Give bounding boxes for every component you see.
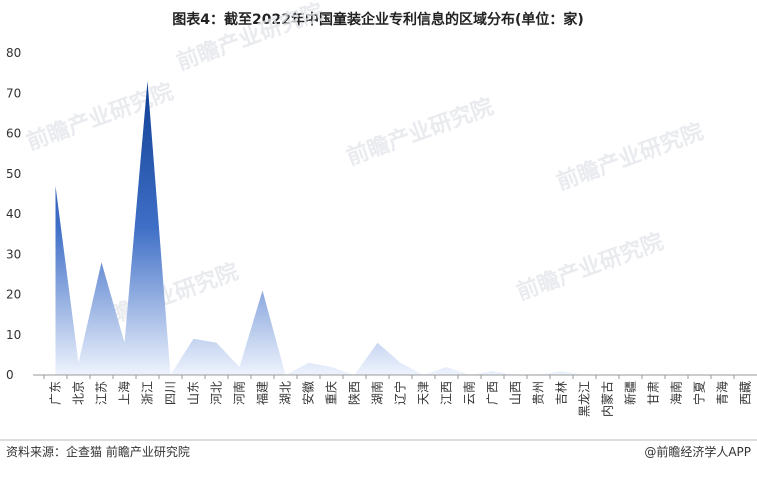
y-tick-label: 0 xyxy=(6,368,14,382)
x-tick-label: 内蒙古 xyxy=(600,381,615,417)
y-tick-label: 40 xyxy=(6,207,21,221)
x-tick-label: 黑龙江 xyxy=(578,381,592,417)
x-tick-label: 海南 xyxy=(669,381,684,405)
y-tick-label: 80 xyxy=(6,46,21,60)
x-tick-label: 吉林 xyxy=(555,381,569,405)
x-tick-label: 河南 xyxy=(232,381,247,405)
x-tick-label: 广西 xyxy=(486,381,500,405)
x-tick-label: 山西 xyxy=(509,381,523,405)
x-tick-label: 四川 xyxy=(164,381,178,405)
x-tick-label: 安徽 xyxy=(301,381,316,405)
x-tick-label: 辽宁 xyxy=(393,381,408,405)
x-tick-label: 江西 xyxy=(440,381,454,405)
x-tick-label: 山东 xyxy=(187,381,201,405)
x-tick-label: 重庆 xyxy=(325,381,339,405)
x-tick-label: 福建 xyxy=(255,381,270,405)
x-tick-label: 浙江 xyxy=(141,381,155,405)
x-tick-label: 湖北 xyxy=(278,381,293,405)
x-tick-label: 河北 xyxy=(210,381,224,405)
watermark: 前瞻产业研究院 xyxy=(513,229,667,306)
y-tick-label: 70 xyxy=(6,86,21,100)
area xyxy=(55,81,746,376)
x-tick-label: 江苏 xyxy=(95,381,109,405)
x-tick-label: 青海 xyxy=(715,381,730,405)
x-tick-label: 广东 xyxy=(49,381,63,405)
x-tick-label: 湖南 xyxy=(370,381,385,405)
x-tick-label: 甘肃 xyxy=(647,381,661,405)
x-tick-label: 西藏 xyxy=(739,381,753,405)
x-tick-label: 云南 xyxy=(462,381,477,405)
y-tick-label: 20 xyxy=(6,288,21,302)
watermark: 前瞻产业研究院 xyxy=(343,94,497,171)
x-tick-label: 宁夏 xyxy=(692,381,707,405)
x-tick-label: 北京 xyxy=(72,381,86,405)
x-tick-label: 新疆 xyxy=(623,381,638,405)
x-tick-label: 贵州 xyxy=(532,381,546,405)
chart-title: 图表4：截至2022年中国童装企业专利信息的区域分布(单位：家) xyxy=(172,11,584,28)
y-tick-label: 30 xyxy=(6,247,21,261)
watermark: 前瞻产业研究院 xyxy=(553,119,707,196)
source: 资料来源：企查猫 前瞻产业研究院 xyxy=(6,444,190,459)
y-tick-label: 50 xyxy=(6,167,21,181)
x-tick-label: 陕西 xyxy=(347,381,362,405)
credit: @前瞻经济学人APP xyxy=(644,444,751,459)
watermark: 前瞻产业研究院 xyxy=(23,79,177,156)
y-tick-label: 10 xyxy=(6,328,21,342)
y-tick-label: 60 xyxy=(6,127,21,141)
x-tick-label: 天津 xyxy=(417,381,431,405)
x-tick-label: 上海 xyxy=(117,381,132,405)
